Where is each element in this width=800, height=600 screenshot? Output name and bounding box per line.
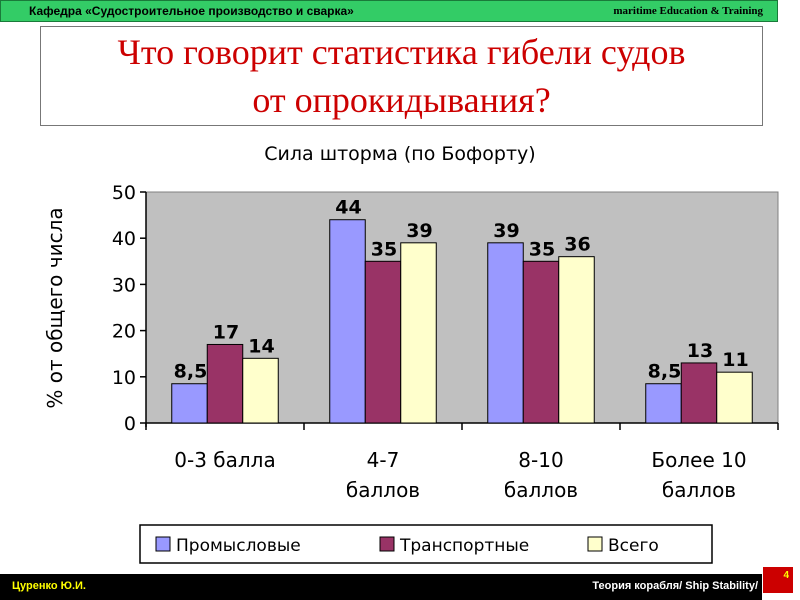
legend-swatch [587,536,603,552]
x-tick-label: 8-10 [518,448,563,472]
y-tick-label: 40 [112,228,136,250]
data-label: 8,5 [648,361,682,383]
bar [522,260,560,424]
x-tick-label: баллов [346,478,420,502]
data-label: 13 [687,340,713,362]
data-label: 44 [335,197,361,219]
y-tick-label: 50 [112,182,136,204]
y-tick-label: 20 [112,321,136,343]
data-label: 39 [493,220,519,242]
legend-label: Транспортные [399,536,529,556]
bar [400,242,437,424]
data-label: 17 [213,321,239,343]
x-tick-label: Более 10 [651,448,746,472]
title-box: Что говорит статистика гибели судов от о… [40,26,763,126]
bar [716,371,753,424]
x-tick-label: 0-3 балла [174,448,275,472]
chart-title: Сила шторма (по Бофорту) [264,143,535,165]
legend-label: Промысловые [176,536,301,556]
data-label: 11 [722,349,748,371]
x-tick-label: баллов [662,478,736,502]
legend-label: Всего [608,536,659,556]
bar [487,242,524,424]
legend-box [139,524,713,564]
data-label: 36 [564,234,590,256]
y-tick-label: 30 [112,274,136,296]
department-name: Кафедра «Судостроительное производство и… [29,4,354,18]
data-label: 35 [371,238,397,260]
page-number-box: 4 [762,566,794,594]
y-axis-label: % от общего числа [43,207,67,408]
bar [680,362,718,424]
bar [329,219,366,424]
header-bar: Кафедра «Судостроительное производство и… [0,0,778,22]
bar [206,343,244,424]
legend-swatch [379,536,395,552]
slide-title-line-2: от опрокидывания? [252,80,551,120]
footer-bar: Цуренко Ю.И. Теория корабля/ Ship Stabil… [0,574,762,600]
bar [171,383,208,424]
bar [558,256,595,424]
x-tick-label: баллов [504,478,578,502]
author-name: Цуренко Ю.И. [12,580,86,592]
bar-chart: Сила шторма (по Бофорту) 0 10 20 30 40 50 % от … [43,143,779,564]
y-tick-label: 0 [124,413,136,435]
data-label: 14 [248,335,274,357]
bar [364,260,402,424]
x-tick-label: 4-7 [367,448,400,472]
bar [645,383,682,424]
data-label: 35 [529,238,555,260]
data-label: 39 [406,220,432,242]
data-label: 8,5 [174,361,208,383]
legend-swatch [155,536,171,552]
bar [242,357,279,424]
course-name: Теория корабля/ Ship Stability/ [592,580,758,592]
slide-title-line-1: Что говорит статистика гибели судов [117,32,686,72]
page-number: 4 [783,570,789,581]
brand-text: maritime Education & Training [613,5,763,17]
y-tick-label: 10 [112,367,136,389]
